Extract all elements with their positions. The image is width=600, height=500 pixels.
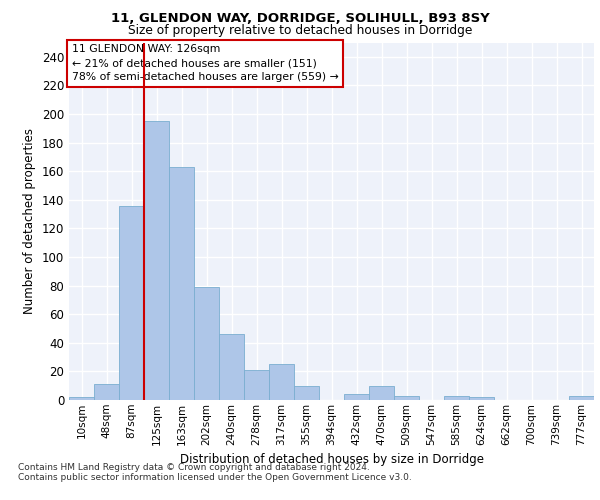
Bar — [344, 394, 369, 400]
Bar — [469, 397, 494, 400]
Text: 11 GLENDON WAY: 126sqm
← 21% of detached houses are smaller (151)
78% of semi-de: 11 GLENDON WAY: 126sqm ← 21% of detached… — [71, 44, 338, 82]
Bar — [94, 384, 119, 400]
Bar — [569, 396, 594, 400]
Y-axis label: Number of detached properties: Number of detached properties — [23, 128, 36, 314]
Bar — [219, 334, 244, 400]
Bar — [394, 396, 419, 400]
X-axis label: Distribution of detached houses by size in Dorridge: Distribution of detached houses by size … — [179, 453, 484, 466]
Bar — [444, 396, 469, 400]
Bar — [194, 287, 219, 400]
Text: Size of property relative to detached houses in Dorridge: Size of property relative to detached ho… — [128, 24, 472, 37]
Bar — [144, 121, 169, 400]
Bar — [169, 167, 194, 400]
Text: Contains public sector information licensed under the Open Government Licence v3: Contains public sector information licen… — [18, 472, 412, 482]
Bar — [269, 364, 294, 400]
Bar — [369, 386, 394, 400]
Text: Contains HM Land Registry data © Crown copyright and database right 2024.: Contains HM Land Registry data © Crown c… — [18, 462, 370, 471]
Bar — [69, 397, 94, 400]
Text: 11, GLENDON WAY, DORRIDGE, SOLIHULL, B93 8SY: 11, GLENDON WAY, DORRIDGE, SOLIHULL, B93… — [110, 12, 490, 26]
Bar — [294, 386, 319, 400]
Bar — [244, 370, 269, 400]
Bar — [119, 206, 144, 400]
